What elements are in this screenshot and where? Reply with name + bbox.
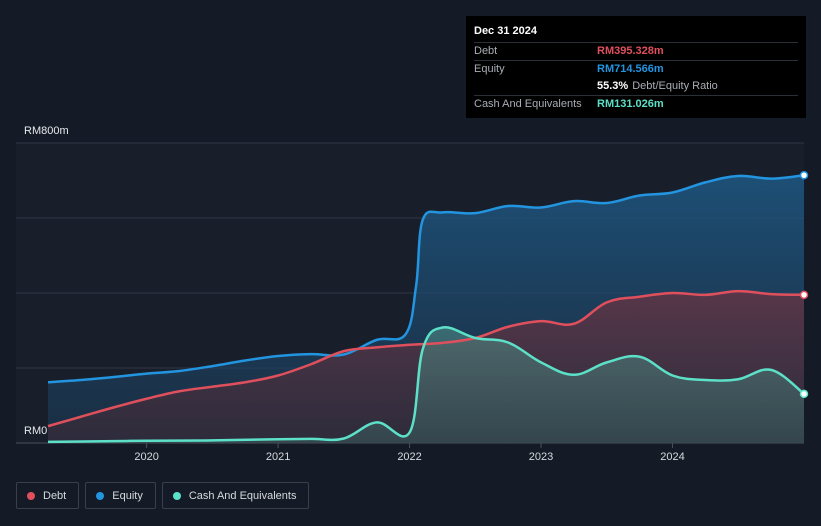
tooltip-ratio-row: 55.3% Debt/Equity Ratio bbox=[474, 78, 798, 95]
y-axis-top-label: RM800m bbox=[24, 125, 69, 137]
tooltip-cash-label: Cash And Equivalents bbox=[474, 98, 582, 110]
x-tick-label: 2021 bbox=[266, 451, 290, 463]
x-axis-ticks: 2020 2021 2022 2023 2024 bbox=[134, 443, 685, 463]
tooltip-cash-row: Cash And Equivalents RM131.026m bbox=[474, 95, 798, 113]
x-tick-label: 2024 bbox=[660, 451, 684, 463]
tooltip-equity-row: Equity RM714.566m bbox=[474, 60, 798, 78]
equity-line bbox=[47, 174, 805, 384]
cash-and-equivalents-area bbox=[48, 327, 804, 443]
tooltip-ratio-label: Debt/Equity Ratio bbox=[632, 80, 718, 92]
cash-and-equivalents-line bbox=[47, 326, 805, 444]
tooltip-cash-value: RM131.026m bbox=[597, 98, 664, 110]
equity-endpoint bbox=[799, 171, 809, 180]
tooltip-date: Dec 31 2024 bbox=[474, 25, 537, 37]
tooltip-ratio-spacer bbox=[474, 78, 597, 95]
debt-line bbox=[47, 289, 805, 428]
legend-label-equity: Equity bbox=[112, 489, 143, 502]
series-lines bbox=[47, 174, 805, 444]
tooltip-equity-label: Equity bbox=[474, 63, 505, 75]
data-tooltip: Dec 31 2024 Debt RM395.328m Equity RM714… bbox=[466, 16, 806, 118]
legend-label-cash: Cash And Equivalents bbox=[188, 489, 297, 502]
series-endpoints bbox=[799, 171, 809, 399]
tooltip-debt-row: Debt RM395.328m bbox=[474, 42, 798, 60]
x-tick-label: 2023 bbox=[529, 451, 553, 463]
chart-legend: Debt Equity Cash And Equivalents bbox=[16, 482, 315, 509]
series-areas bbox=[48, 175, 804, 443]
equity-dot-icon bbox=[96, 491, 105, 500]
x-tick-label: 2022 bbox=[397, 451, 421, 463]
legend-item-equity[interactable]: Equity bbox=[85, 482, 156, 509]
legend-label-debt: Debt bbox=[43, 489, 67, 502]
x-tick-label: 2020 bbox=[134, 451, 158, 463]
debt-dot-icon bbox=[27, 491, 35, 500]
tooltip-debt-value: RM395.328m bbox=[597, 45, 664, 57]
cash-dot-icon bbox=[172, 491, 181, 500]
debt-endpoint bbox=[799, 290, 809, 300]
legend-item-cash[interactable]: Cash And Equivalents bbox=[161, 482, 310, 509]
y-axis-bottom-label: RM0 bbox=[24, 425, 48, 437]
tooltip-debt-label: Debt bbox=[474, 45, 498, 57]
legend-item-debt[interactable]: Debt bbox=[16, 482, 80, 509]
tooltip-equity-value: RM714.566m bbox=[597, 63, 664, 75]
cash-and-equivalents-endpoint bbox=[799, 389, 809, 399]
tooltip-ratio-value: 55.3% bbox=[597, 80, 629, 92]
